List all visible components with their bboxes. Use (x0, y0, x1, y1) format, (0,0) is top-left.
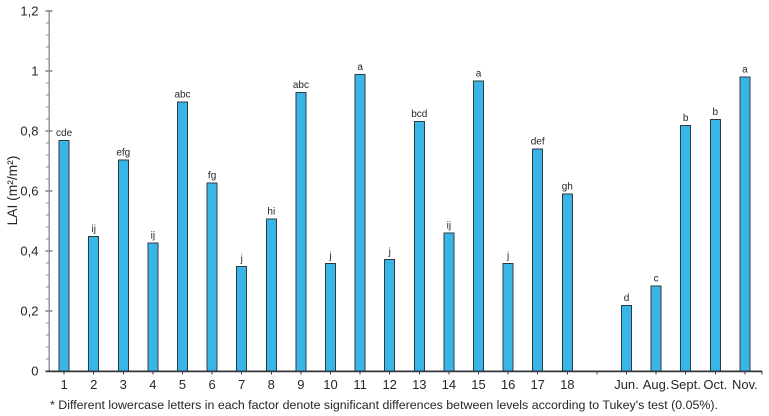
svg-text:def: def (531, 137, 545, 148)
svg-text:j: j (506, 251, 509, 262)
svg-text:14: 14 (442, 377, 456, 392)
svg-text:15: 15 (471, 377, 485, 392)
svg-text:1: 1 (31, 64, 38, 79)
svg-text:j: j (240, 254, 243, 265)
svg-text:13: 13 (412, 377, 426, 392)
svg-text:16: 16 (501, 377, 515, 392)
svg-text:cde: cde (56, 128, 73, 139)
svg-text:Sept.: Sept. (671, 377, 701, 392)
svg-text:17: 17 (530, 377, 544, 392)
svg-text:* Different lowercase letters: * Different lowercase letters in each fa… (50, 398, 718, 412)
svg-text:1: 1 (60, 377, 67, 392)
svg-text:0: 0 (31, 364, 38, 379)
svg-text:0,2: 0,2 (20, 304, 38, 319)
svg-text:fg: fg (208, 170, 216, 181)
svg-text:j: j (328, 251, 331, 262)
svg-text:6: 6 (208, 377, 215, 392)
svg-text:1,2: 1,2 (20, 4, 38, 19)
svg-text:5: 5 (179, 377, 186, 392)
svg-text:0,6: 0,6 (20, 184, 38, 199)
svg-text:hi: hi (267, 206, 275, 217)
svg-text:a: a (476, 68, 482, 79)
svg-text:Oct.: Oct. (703, 377, 727, 392)
svg-text:2: 2 (90, 377, 97, 392)
svg-text:Nov.: Nov. (732, 377, 758, 392)
svg-text:18: 18 (560, 377, 574, 392)
svg-text:Jun.: Jun. (614, 377, 639, 392)
svg-text:Aug.: Aug. (643, 377, 670, 392)
svg-text:ij: ij (91, 224, 95, 235)
svg-text:12: 12 (382, 377, 396, 392)
svg-text:a: a (742, 65, 748, 76)
svg-text:LAI (m²/m²): LAI (m²/m²) (5, 156, 20, 226)
svg-text:abc: abc (293, 80, 309, 91)
svg-text:7: 7 (238, 377, 245, 392)
svg-text:0,4: 0,4 (20, 244, 38, 259)
svg-text:gh: gh (562, 182, 573, 193)
svg-text:0,8: 0,8 (20, 124, 38, 139)
svg-text:a: a (357, 62, 363, 73)
svg-text:9: 9 (297, 377, 304, 392)
svg-text:11: 11 (353, 377, 367, 392)
svg-text:ij: ij (447, 221, 451, 232)
svg-text:8: 8 (268, 377, 275, 392)
svg-text:c: c (654, 273, 659, 284)
svg-text:3: 3 (120, 377, 127, 392)
svg-text:j: j (388, 247, 391, 258)
svg-text:b: b (713, 107, 719, 118)
svg-text:b: b (683, 113, 689, 124)
svg-text:ij: ij (151, 230, 155, 241)
svg-text:4: 4 (149, 377, 156, 392)
svg-text:efg: efg (116, 147, 130, 158)
svg-text:bcd: bcd (411, 109, 427, 120)
svg-text:d: d (624, 293, 630, 304)
svg-text:10: 10 (323, 377, 337, 392)
svg-text:abc: abc (174, 90, 190, 101)
